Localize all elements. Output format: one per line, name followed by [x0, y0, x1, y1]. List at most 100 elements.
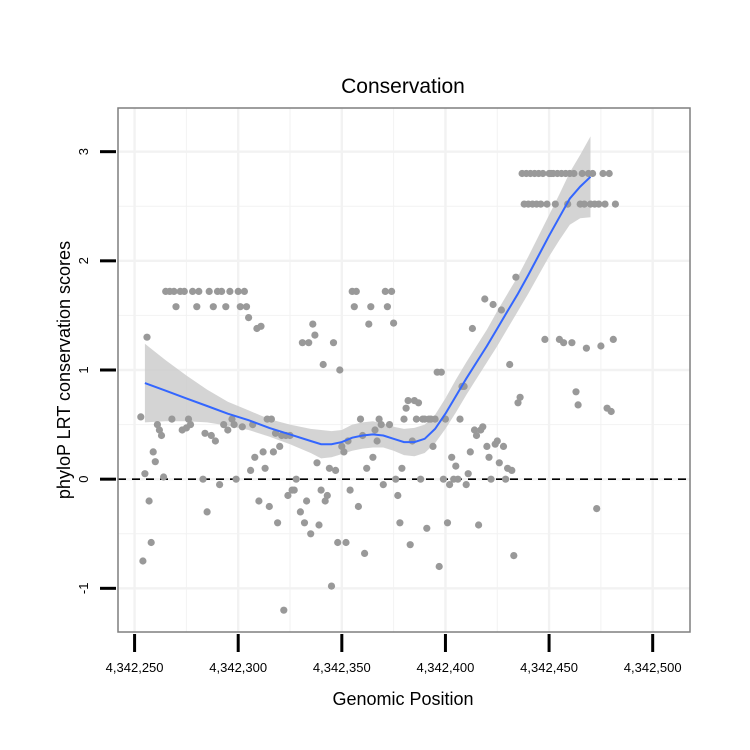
data-point	[497, 306, 505, 314]
data-point	[137, 413, 145, 421]
data-point	[417, 475, 425, 483]
data-point	[284, 491, 292, 500]
data-point	[589, 169, 597, 178]
data-point	[574, 401, 582, 409]
data-point	[298, 339, 306, 347]
data-point	[493, 437, 501, 445]
data-point	[151, 458, 159, 466]
data-point	[495, 459, 503, 467]
data-point	[296, 508, 304, 516]
data-point	[560, 339, 568, 347]
data-point	[280, 606, 288, 614]
data-point	[267, 415, 275, 423]
data-point	[189, 287, 197, 295]
data-point	[155, 426, 163, 434]
x-tick-label: 4,342,350	[313, 660, 371, 675]
data-point	[502, 475, 510, 483]
data-point	[466, 448, 474, 456]
data-point	[292, 475, 300, 483]
data-point	[479, 423, 487, 431]
data-point	[145, 497, 153, 505]
y-tick-label: 3	[76, 148, 91, 155]
data-point	[290, 486, 298, 494]
y-tick-label: 0	[76, 476, 91, 483]
data-point	[143, 333, 151, 341]
data-point	[597, 342, 605, 350]
data-point	[481, 295, 489, 303]
data-point	[317, 486, 325, 494]
x-tick-label: 4,342,250	[106, 660, 164, 675]
x-tick-label: 4,342,500	[624, 660, 682, 675]
data-point	[232, 475, 240, 483]
data-point	[203, 508, 211, 516]
data-point	[452, 462, 460, 470]
data-point	[570, 169, 578, 178]
data-point	[381, 287, 389, 295]
data-point	[369, 453, 377, 461]
data-point	[193, 303, 201, 311]
y-tick-label: 1	[76, 366, 91, 373]
data-point	[309, 320, 317, 328]
data-point	[580, 200, 588, 208]
data-point	[222, 303, 230, 311]
data-point	[601, 200, 609, 208]
data-point	[541, 335, 549, 343]
data-point	[431, 415, 439, 423]
data-point	[435, 562, 443, 571]
data-point	[186, 421, 195, 429]
data-point	[412, 415, 420, 423]
data-point	[446, 481, 454, 489]
data-point	[402, 404, 410, 412]
data-point	[334, 538, 342, 547]
data-point	[170, 287, 178, 295]
data-point	[607, 407, 615, 416]
data-point	[265, 502, 273, 511]
data-point	[255, 497, 263, 505]
data-point	[605, 169, 613, 178]
data-point	[346, 486, 354, 494]
data-point	[259, 448, 267, 456]
data-point	[205, 287, 213, 295]
data-point	[199, 475, 207, 483]
data-point	[180, 287, 188, 295]
data-point	[468, 324, 476, 333]
data-point	[228, 415, 236, 423]
data-point	[456, 415, 464, 423]
data-point	[352, 287, 360, 295]
data-point	[543, 200, 551, 208]
data-point	[375, 415, 383, 423]
data-point	[238, 423, 246, 431]
data-point	[516, 393, 524, 401]
data-point	[201, 429, 209, 437]
x-axis-label: Genomic Position	[332, 689, 473, 709]
data-point	[168, 415, 176, 423]
data-point	[373, 437, 381, 445]
y-tick-label: 2	[76, 257, 91, 264]
data-point	[224, 426, 232, 434]
data-point	[599, 169, 607, 178]
data-point	[207, 431, 215, 440]
data-point	[160, 473, 168, 481]
data-point	[414, 399, 423, 407]
data-point	[462, 481, 470, 489]
x-axis-ticks: 4,342,250 4,342,300 4,342,350 4,342,400 4,34…	[106, 634, 682, 675]
data-point	[487, 475, 495, 483]
data-point	[311, 331, 319, 339]
data-point	[572, 388, 580, 396]
data-point	[274, 519, 282, 527]
data-point	[390, 319, 398, 327]
data-point	[388, 287, 396, 295]
data-point	[350, 303, 358, 311]
data-point	[383, 303, 391, 311]
data-point	[464, 470, 472, 478]
data-point	[472, 431, 481, 440]
data-point	[396, 519, 404, 527]
data-point	[470, 426, 479, 434]
data-point	[443, 519, 452, 527]
data-point	[514, 399, 522, 407]
data-point	[611, 200, 620, 208]
data-point	[226, 287, 234, 295]
data-point	[510, 552, 518, 560]
data-point	[321, 497, 329, 505]
